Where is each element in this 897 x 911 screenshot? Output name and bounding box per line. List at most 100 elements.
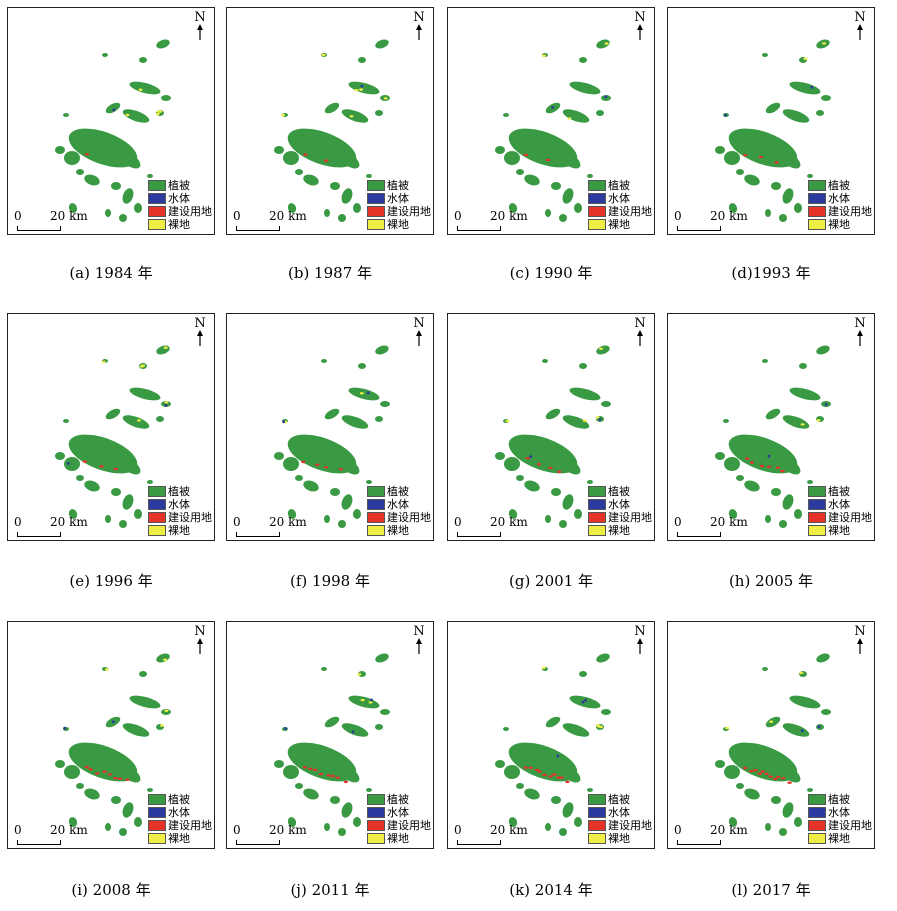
scale-line (17, 226, 61, 231)
built-up-patch (548, 775, 553, 778)
bare-land-patch (505, 419, 510, 423)
water-patch (584, 698, 587, 702)
island-vegetation (596, 39, 610, 49)
scale-bar: 0 20 km (674, 515, 754, 539)
legend-item: 水体 (367, 806, 431, 819)
legend-label: 植被 (387, 792, 409, 806)
island-vegetation (779, 765, 801, 783)
built-up-patch (534, 768, 540, 772)
bare-land-patch (595, 724, 600, 727)
legend-swatch (588, 794, 606, 805)
island-vegetation (341, 802, 353, 818)
bare-land-patch (163, 658, 168, 661)
north-label: N (634, 10, 646, 25)
island-vegetation (139, 57, 147, 63)
island-vegetation (283, 151, 299, 165)
water-patch (366, 391, 370, 395)
island-vegetation (122, 494, 134, 510)
island-vegetation (728, 817, 738, 827)
island-vegetation (129, 81, 161, 95)
built-up-patch (772, 777, 778, 781)
scale-bar: 0 20 km (233, 515, 313, 539)
north-label: N (413, 316, 425, 331)
island-vegetation (119, 214, 127, 222)
built-up-patch (548, 466, 553, 470)
island-vegetation (105, 515, 111, 523)
island-vegetation (545, 716, 561, 728)
island-vegetation (84, 788, 100, 800)
island-map (495, 39, 611, 222)
water-patch (282, 420, 286, 424)
island-vegetation (84, 174, 100, 186)
bare-land-patch (104, 668, 109, 671)
legend-label: 水体 (828, 497, 850, 511)
island-vegetation (122, 415, 150, 429)
legend-swatch (588, 833, 606, 844)
island-vegetation (119, 151, 141, 169)
island-vegetation (789, 387, 821, 401)
island-vegetation (122, 109, 150, 123)
island-map (715, 39, 831, 222)
island-vegetation (574, 203, 582, 213)
legend-swatch (588, 499, 606, 510)
scale-distance-label: 20 km (269, 515, 307, 529)
legend-swatch (367, 219, 385, 230)
island-vegetation (147, 174, 153, 178)
island-vegetation (779, 151, 801, 169)
island-vegetation (782, 802, 794, 818)
island-vegetation (324, 408, 340, 420)
built-up-patch (556, 776, 561, 779)
island-vegetation (782, 109, 810, 123)
built-up-patch (302, 766, 308, 769)
island-vegetation (516, 475, 524, 481)
island-vegetation (134, 817, 142, 827)
island-vegetation (105, 408, 121, 420)
legend-label: 裸地 (828, 523, 850, 537)
legend-item: 建设用地 (148, 511, 212, 524)
island-vegetation (715, 146, 725, 154)
built-up-patch (125, 778, 130, 781)
bare-land-patch (368, 701, 373, 704)
built-up-patch (775, 466, 781, 469)
island-vegetation (816, 653, 830, 663)
island-map (274, 39, 390, 222)
built-up-patch (338, 468, 344, 471)
island-vegetation (68, 817, 78, 827)
north-arrow: N (411, 317, 427, 346)
island-vegetation (105, 209, 111, 217)
north-arrow: N (192, 317, 208, 346)
built-up-patch (776, 775, 781, 779)
island-vegetation (562, 188, 574, 204)
island-vegetation (799, 363, 807, 369)
scale-distance-label: 20 km (50, 515, 88, 529)
legend-item: 裸地 (588, 524, 652, 537)
scale-distance-label: 20 km (490, 515, 528, 529)
island-vegetation (596, 110, 604, 116)
built-up-patch (523, 766, 528, 769)
legend-label: 裸地 (168, 523, 190, 537)
bare-land-patch (164, 401, 169, 404)
legend-item: 建设用地 (367, 819, 431, 832)
island-vegetation (156, 653, 170, 663)
scale-distance-label: 20 km (490, 209, 528, 223)
bare-land-patch (599, 347, 603, 350)
legend-label: 植被 (608, 178, 630, 192)
island-vegetation (524, 788, 540, 800)
island-vegetation (562, 802, 574, 818)
legend-swatch (148, 820, 166, 831)
island-vegetation (303, 480, 319, 492)
island-vegetation (794, 817, 802, 827)
built-up-patch (84, 765, 89, 769)
legend-item: 植被 (367, 485, 431, 498)
island-vegetation (375, 110, 383, 116)
scale-line (457, 226, 501, 231)
panel-caption: (k) 2014 年 (509, 881, 593, 899)
island-vegetation (105, 823, 111, 831)
north-label: N (413, 624, 425, 639)
scale-distance-label: 20 km (710, 823, 748, 837)
water-patch (800, 729, 804, 733)
scale-line (677, 226, 721, 231)
island-vegetation (341, 415, 369, 429)
legend-swatch (588, 219, 606, 230)
island-vegetation (724, 457, 740, 471)
